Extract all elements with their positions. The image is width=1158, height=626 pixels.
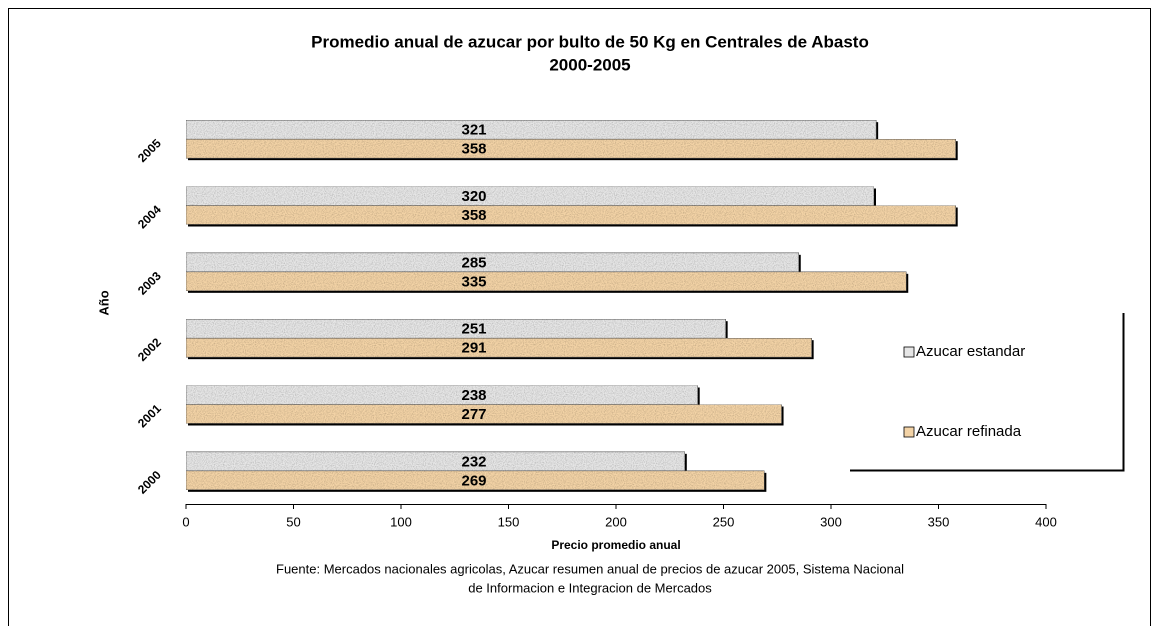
y-tick-label: 2001: [135, 401, 164, 430]
y-tick-label: 2003: [135, 269, 164, 298]
legend-swatch: [903, 346, 915, 358]
legend-label: Azucar refinada: [916, 423, 1022, 440]
bar: [185, 186, 875, 206]
bar: [185, 470, 765, 491]
data-label: 335: [461, 273, 486, 290]
x-tick-label: 0: [182, 514, 189, 529]
bar: [185, 138, 957, 159]
data-label: 291: [461, 340, 486, 357]
data-label: 251: [461, 321, 486, 338]
data-label: 285: [461, 254, 486, 271]
data-label: 321: [461, 122, 486, 139]
bar: [185, 451, 686, 472]
data-label: 269: [461, 472, 486, 489]
bar: [185, 205, 957, 225]
legend-swatch: [903, 426, 915, 438]
data-label: 320: [461, 188, 486, 205]
data-label: 358: [461, 141, 486, 158]
data-label: 232: [461, 453, 486, 470]
x-tick-label: 200: [605, 514, 627, 529]
source-note: Fuente: Mercados nacionales agricolas, A…: [276, 561, 904, 576]
bar: [185, 404, 782, 424]
data-label: 238: [461, 387, 486, 404]
x-tick-label: 100: [390, 514, 412, 529]
legend-label: Azucar estandar: [916, 343, 1025, 360]
bar: [185, 337, 812, 358]
x-axis-label: Precio promedio anual: [551, 538, 680, 552]
source-note: de Informacion e Integracion de Mercados: [468, 580, 712, 595]
bar: [185, 385, 699, 405]
x-tick-label: 250: [713, 514, 735, 529]
chart-subtitle: 2000-2005: [549, 55, 630, 74]
bar: [185, 271, 907, 292]
x-tick-label: 150: [498, 514, 520, 529]
frame: [8, 8, 1151, 626]
x-tick-label: 350: [928, 514, 950, 529]
data-label: 358: [461, 207, 486, 224]
legend-frame: [850, 313, 1125, 472]
bar: [185, 119, 877, 140]
y-tick-label: 2004: [135, 202, 164, 231]
x-tick-label: 400: [1035, 514, 1057, 529]
bar: [185, 318, 726, 339]
x-tick-label: 50: [286, 514, 300, 529]
y-tick-label: 2000: [135, 468, 164, 497]
y-tick-label: 2005: [135, 136, 164, 165]
chart-title: Promedio anual de azucar por bulto de 50…: [311, 32, 869, 51]
bar: [185, 252, 800, 273]
data-label: 277: [461, 406, 486, 423]
y-axis-label: Año: [96, 290, 111, 315]
y-tick-label: 2002: [135, 335, 164, 364]
x-tick-label: 300: [820, 514, 842, 529]
